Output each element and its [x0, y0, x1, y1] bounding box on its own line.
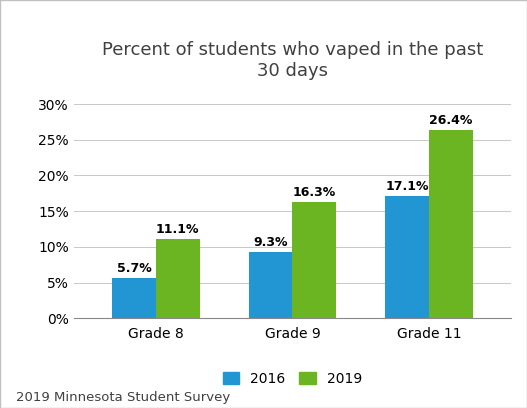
Bar: [156, 239, 200, 318]
Bar: [112, 277, 156, 318]
Bar: [385, 196, 429, 318]
Text: 2019 Minnesota Student Survey: 2019 Minnesota Student Survey: [16, 391, 230, 404]
Text: 5.7%: 5.7%: [116, 262, 151, 275]
Bar: [292, 202, 336, 318]
Bar: [429, 130, 473, 318]
Bar: [249, 252, 292, 318]
Legend: 2016, 2019: 2016, 2019: [217, 366, 368, 391]
Text: 11.1%: 11.1%: [156, 223, 199, 236]
Title: Percent of students who vaped in the past
30 days: Percent of students who vaped in the pas…: [102, 41, 483, 80]
Text: 26.4%: 26.4%: [430, 114, 473, 127]
Text: 9.3%: 9.3%: [253, 236, 288, 249]
Text: 17.1%: 17.1%: [386, 180, 429, 193]
Text: 16.3%: 16.3%: [292, 186, 336, 199]
